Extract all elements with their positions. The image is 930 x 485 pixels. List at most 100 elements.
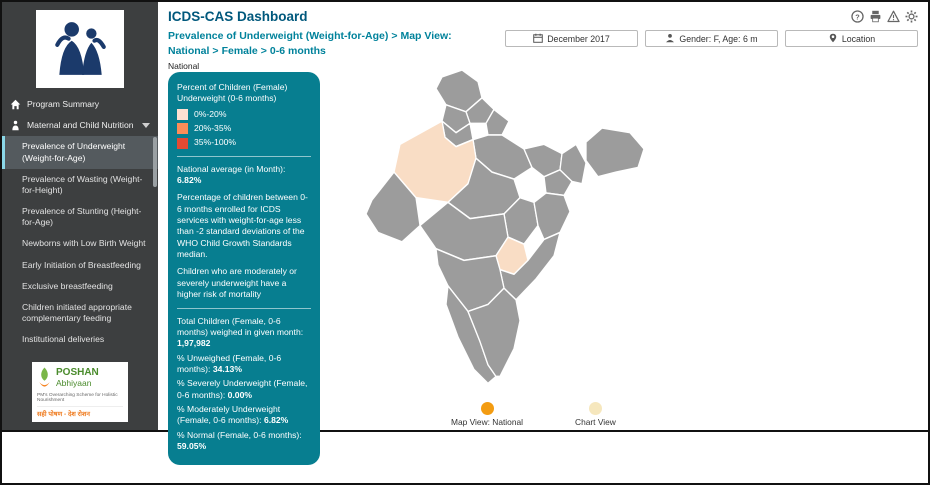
report-issue-icon[interactable] [887,10,900,23]
national-average-label: National average (in Month): [177,163,286,174]
stat-value: 0.00% [227,389,253,400]
legend-title: Percent of Children (Female) Underweight… [177,82,288,104]
breadcrumb-part[interactable]: Map View: National [168,30,452,57]
stat-value: 1,97,982 [177,338,211,349]
poshan-abhiyaan-logo: POSHAN Abhiyaan PM's Overarching Scheme … [32,361,128,422]
sidebar-item-label: Maternal and Child Nutrition [27,120,134,131]
map-info-panel: Percent of Children (Female) Underweight… [168,72,320,466]
sidebar-subitem-complementary-feeding[interactable]: Children initiated appropriate complemen… [2,297,158,329]
breadcrumb-separator: > [391,30,398,42]
print-icon[interactable] [869,10,882,23]
stat-label: Total Children (Female, 0-6 months) weig… [177,315,304,337]
state-gujarat[interactable] [365,171,421,243]
poshan-subtitle: Abhiyaan [56,377,92,388]
stat-value: 34.13% [212,363,242,374]
chart-view-dot[interactable] [588,402,602,415]
stat-label: % Normal (Female, 0-6 months): [177,429,302,440]
indicator-description: Percentage of children between 0-6 month… [177,192,308,260]
dashboard-window: Program Summary Maternal and Child Nutri… [2,2,928,466]
stat-value: 59.05% [177,440,207,451]
sidebar-subitem-low-birth-weight[interactable]: Newborns with Low Birth Weight [2,233,158,254]
stat-normal: % Normal (Female, 0-6 months): 59.05% [177,430,311,453]
main-content: ICDS-CAS Dashboard ? [158,2,928,466]
legend-row: 35%-100% [177,137,311,149]
svg-text:?: ? [855,12,860,21]
poshan-hindi-tagline: सही पोषण - देश रोशन [37,406,123,418]
breadcrumb-part[interactable]: Prevalence of Underweight (Weight-for-Ag… [168,30,389,42]
date-filter-button[interactable]: December 2017 [505,30,638,47]
india-map [346,69,646,395]
sidebar-subitem-label: Prevalence of Stunting (Height-for-Age) [22,206,142,228]
breadcrumb-row: Prevalence of Underweight (Weight-for-Ag… [158,24,928,58]
sidebar-subitem-prevalence-stunting[interactable]: Prevalence of Stunting (Height-for-Age) [2,201,158,233]
sidebar-subitem-exclusive-breastfeeding[interactable]: Exclusive breastfeeding [2,276,158,297]
stat-total-children: Total Children (Female, 0-6 months) weig… [177,316,311,350]
page-title: ICDS-CAS Dashboard [168,9,308,24]
map-view-toggle[interactable]: Map View: National [451,402,523,427]
sidebar-subitem-label: Children initiated appropriate complemen… [22,301,132,324]
person-icon [10,120,21,131]
help-icon[interactable]: ? [851,10,864,23]
sidebar-subitem-label: Prevalence of Wasting (Weight-for-Height… [22,173,143,195]
stat-label: % Severely Underweight (Female, 0-6 mont… [177,378,308,400]
gender-age-filter-label: Gender: F, Age: 6 m [679,33,758,44]
national-average-value: 6.82% [177,175,202,186]
legend-swatch [177,108,188,120]
sidebar-scrollbar[interactable] [153,137,157,187]
sidebar-subitem-prevalence-wasting[interactable]: Prevalence of Wasting (Weight-for-Height… [2,169,158,201]
legend-range-label: 20%-35% [194,123,232,134]
sidebar-nav: Program Summary Maternal and Child Nutri… [2,94,158,350]
state-jharkhand[interactable] [543,169,573,197]
sidebar-subitem-prevalence-underweight[interactable]: Prevalence of Underweight (Weight-for-Ag… [2,136,158,169]
breadcrumb-part[interactable]: 0-6 months [269,44,326,57]
legend-swatch [177,137,188,149]
national-average: National average (in Month): 6.82% [177,164,311,187]
sidebar-subitem-label: Prevalence of Underweight (Weight-for-Ag… [22,141,126,163]
stat-label: % Moderately Underweight (Female, 0-6 mo… [177,403,281,426]
legend-range-label: 0%-20% [194,108,227,119]
stat-label: % Unweighed (Female, 0-6 months): [177,352,282,374]
map-view-label: Map View: National [451,417,524,427]
breadcrumb-part[interactable]: Female [221,44,258,57]
calendar-icon [533,33,543,45]
poshan-tagline: PM's Overarching Scheme for Holistic Nou… [37,392,118,404]
state-west-bengal[interactable] [559,143,587,185]
sidebar-subitem-label: Institutional deliveries [22,334,105,345]
divider [177,155,311,157]
sidebar-subitem-institutional-deliveries[interactable]: Institutional deliveries [2,329,158,350]
legend-swatch [177,123,188,135]
location-filter-button[interactable]: Location [785,30,918,47]
state-odisha[interactable] [533,192,571,241]
stat-unweighed: % Unweighed (Female, 0-6 months): 34.13% [177,353,311,376]
breadcrumb-separator: > [212,44,219,57]
sidebar-subitem-label: Early Initiation of Breastfeeding [22,259,141,270]
divider [177,307,311,309]
sidebar-item-program-summary[interactable]: Program Summary [2,94,158,115]
legend-row: 0%-20% [177,109,311,120]
home-icon [10,99,21,110]
stat-moderately-underweight: % Moderately Underweight (Female, 0-6 mo… [177,404,311,427]
filter-bar: December 2017 Gender: F, Age: 6 m Locati… [505,30,918,47]
location-icon [828,33,838,45]
settings-icon[interactable] [905,10,918,23]
breadcrumb-separator: > [260,44,267,57]
sidebar-subitem-label: Newborns with Low Birth Weight [22,238,146,249]
breadcrumb: Prevalence of Underweight (Weight-for-Ag… [168,29,505,58]
legend-row: 20%-35% [177,123,311,135]
map-view-dot[interactable] [480,402,494,415]
indicator-risk-note: Children who are moderately or severely … [177,266,297,300]
chart-view-label: Chart View [575,417,616,427]
poshan-title: POSHAN [56,367,99,379]
chart-view-toggle[interactable]: Chart View [575,402,616,427]
state-uttarakhand[interactable] [485,108,510,136]
stat-severely-underweight: % Severely Underweight (Female, 0-6 mont… [177,378,311,401]
gender-age-filter-button[interactable]: Gender: F, Age: 6 m [645,30,778,47]
sidebar-subitem-early-breastfeeding[interactable]: Early Initiation of Breastfeeding [2,255,158,276]
sidebar-item-maternal-child-nutrition[interactable]: Maternal and Child Nutrition [2,115,158,136]
state-tamil-nadu[interactable] [467,287,521,378]
family-figure-icon [55,22,106,75]
sidebar: Program Summary Maternal and Child Nutri… [2,2,158,430]
state-northeast-region[interactable] [585,127,645,178]
poshan-leaf-icon [39,366,50,387]
